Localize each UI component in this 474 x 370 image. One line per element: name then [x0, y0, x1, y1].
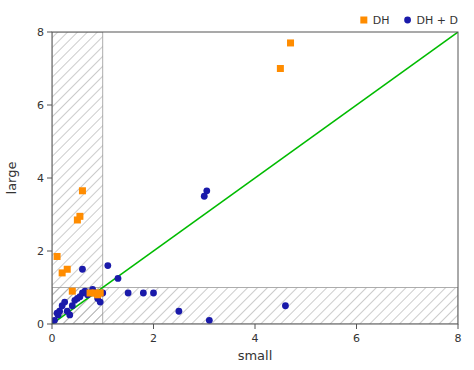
- series: [54, 39, 294, 298]
- point: [66, 311, 73, 318]
- point: [206, 317, 213, 324]
- hatched-region: [52, 288, 458, 325]
- point: [61, 299, 68, 306]
- plot-area: [52, 32, 458, 324]
- x-tick-label: 4: [252, 332, 259, 345]
- plot-frame: [52, 32, 458, 324]
- y-tick-label: 6: [37, 99, 44, 112]
- reference-line: [52, 32, 458, 324]
- legend-marker: [360, 17, 367, 24]
- x-tick: [458, 324, 459, 329]
- x-tick: [52, 324, 53, 329]
- legend-label: DH + D: [417, 14, 458, 27]
- x-tick: [356, 324, 357, 329]
- series: [52, 187, 289, 323]
- point: [150, 290, 157, 297]
- point: [79, 187, 86, 194]
- x-tick-label: 6: [353, 332, 360, 345]
- point: [175, 308, 182, 315]
- hatched-region: [52, 32, 103, 324]
- point: [79, 266, 86, 273]
- point: [104, 262, 111, 269]
- x-tick-label: 2: [150, 332, 157, 345]
- y-tick-label: 4: [37, 172, 44, 185]
- x-tick-label: 0: [49, 332, 56, 345]
- point: [115, 275, 122, 282]
- point: [76, 213, 83, 220]
- x-tick: [255, 324, 256, 329]
- point: [69, 288, 76, 295]
- x-tick: [153, 324, 154, 329]
- point: [64, 266, 71, 273]
- y-tick: [47, 178, 52, 179]
- axes: 0 2 4 6 8 0 2 4 6 8: [37, 26, 462, 345]
- point: [97, 299, 104, 306]
- legend-label: DH: [373, 14, 390, 27]
- y-tick: [47, 324, 52, 325]
- y-tick: [47, 32, 52, 33]
- point: [282, 302, 289, 309]
- y-tick-label: 2: [37, 245, 44, 258]
- chart-svg: 0 2 4 6 8 0 2 4 6 8 small large DH + D DH: [0, 0, 474, 370]
- x-tick-label: 8: [455, 332, 462, 345]
- y-tick-label: 0: [37, 318, 44, 331]
- point: [97, 289, 104, 296]
- point: [140, 290, 147, 297]
- x-axis-label: small: [238, 348, 273, 363]
- chart-container: 0 2 4 6 8 0 2 4 6 8 small large DH + D DH: [0, 0, 474, 370]
- y-tick: [47, 251, 52, 252]
- point: [54, 253, 61, 260]
- y-axis-label: large: [4, 162, 19, 195]
- legend-marker: [404, 17, 411, 24]
- legend: DH + D DH: [360, 14, 458, 27]
- plot-data: [52, 32, 458, 324]
- y-tick-label: 8: [37, 26, 44, 39]
- y-tick: [47, 105, 52, 106]
- point: [125, 290, 132, 297]
- point: [277, 65, 284, 72]
- point: [203, 187, 210, 194]
- point: [287, 39, 294, 46]
